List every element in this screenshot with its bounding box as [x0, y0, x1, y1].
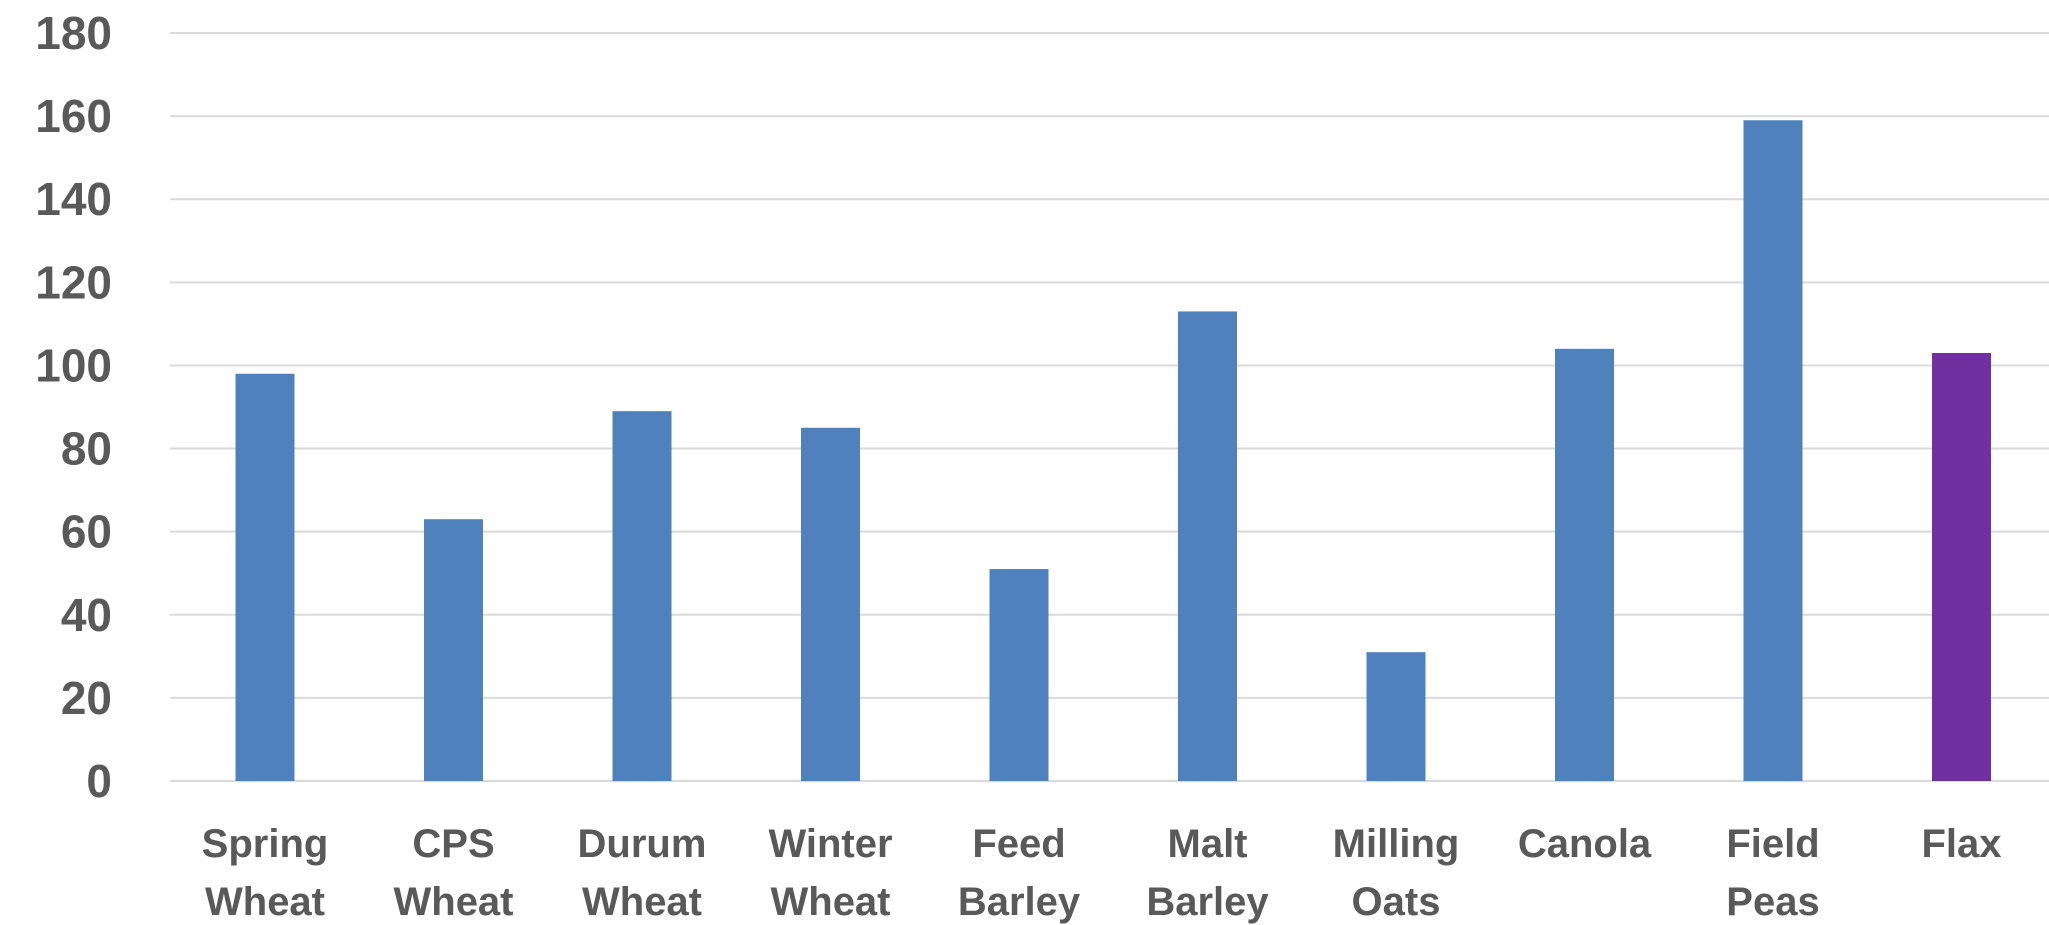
x-category-label: Durum [578, 822, 707, 866]
y-axis-tick-labels: 0 20 40 60 80 100 120 140 160 180 [35, 7, 112, 807]
gridlines [170, 32, 2049, 782]
x-category-label: Wheat [771, 880, 891, 924]
y-tick-label: 60 [61, 506, 112, 558]
x-category-label: Barley [1146, 880, 1269, 924]
x-category-label: Peas [1726, 880, 1819, 924]
y-tick-label: 140 [35, 173, 112, 225]
bar [1178, 311, 1237, 781]
y-tick-label: 40 [61, 589, 112, 641]
x-category-label: Canola [1518, 822, 1652, 866]
bar [424, 519, 483, 781]
bar [1932, 352, 1991, 781]
y-tick-label: 120 [35, 256, 112, 308]
bars [235, 120, 1991, 782]
x-category-label: Wheat [205, 880, 325, 924]
x-axis-category-labels: Spring Wheat CPS Wheat Durum Wheat Winter Wheat… [202, 822, 2002, 924]
bar [612, 411, 672, 781]
x-category-label: Oats [1352, 880, 1441, 924]
y-tick-label: 0 [86, 755, 112, 807]
y-tick-label: 100 [35, 339, 112, 391]
bar [1366, 652, 1426, 781]
bar [235, 373, 295, 781]
x-category-label: Feed [972, 822, 1065, 866]
x-category-label: Wheat [582, 880, 702, 924]
x-category-label: CPS [412, 822, 494, 866]
x-category-label: Winter [768, 822, 892, 866]
x-category-label: Milling [1333, 822, 1460, 866]
y-tick-label: 160 [35, 90, 112, 142]
bar [1555, 348, 1614, 781]
bar [989, 569, 1049, 781]
bar [801, 427, 860, 781]
x-category-label: Barley [958, 880, 1081, 924]
x-category-label: Malt [1168, 822, 1248, 866]
x-category-label: Flax [1921, 822, 2001, 866]
y-tick-label: 180 [35, 7, 112, 59]
bar [1743, 120, 1803, 782]
y-tick-label: 20 [61, 672, 112, 724]
x-category-label: Wheat [394, 880, 514, 924]
x-category-label: Field [1726, 822, 1819, 866]
x-category-label: Spring [202, 822, 329, 866]
y-tick-label: 80 [61, 423, 112, 475]
